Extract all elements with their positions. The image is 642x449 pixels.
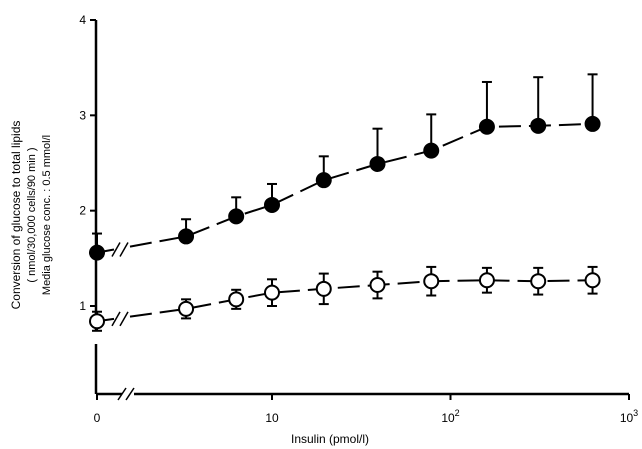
series-2 <box>89 265 601 332</box>
data-point <box>178 228 195 245</box>
axes <box>94 20 629 401</box>
data-point <box>315 280 332 297</box>
series-line <box>129 122 593 248</box>
ticks: 1 2 3 4 0 10 102 103 <box>79 13 638 425</box>
data-point <box>423 273 440 290</box>
data-point <box>89 313 105 330</box>
y-tick-label: 2 <box>79 204 86 218</box>
data-point <box>423 142 440 159</box>
data-point <box>178 300 195 317</box>
series-break-mark <box>111 311 121 327</box>
x-axis-break-mark <box>117 387 127 401</box>
series-1 <box>89 73 601 261</box>
series-break-mark <box>111 242 121 257</box>
x-tick-label: 0 <box>94 411 101 425</box>
y-tick-label: 4 <box>79 13 86 27</box>
y-axis-label-line-3: Media glucose conc. : 0.5 mmol/l <box>41 135 53 295</box>
data-point <box>584 272 601 289</box>
data-point <box>369 277 386 294</box>
x-tick-label: 10 <box>265 411 279 425</box>
data-point <box>530 117 547 134</box>
data-point <box>264 196 280 213</box>
data-point <box>530 273 547 290</box>
x-tick-label: 103 <box>620 408 638 425</box>
series-line <box>129 279 593 318</box>
labels: Insulin (pmol/l) Conversion of glucose t… <box>9 121 369 446</box>
series-break-mark <box>119 311 129 327</box>
data-point <box>228 291 245 308</box>
data-point <box>315 172 332 189</box>
data-point <box>228 208 245 225</box>
data-point <box>89 244 105 261</box>
data-point <box>478 118 495 135</box>
y-tick-label: 3 <box>79 108 86 122</box>
x-axis-break-mark <box>125 387 135 401</box>
y-tick-label: 1 <box>79 299 86 313</box>
y-axis-label-line-1: Conversion of glucose to total lipids <box>9 121 23 310</box>
series <box>89 73 601 332</box>
series-break-mark <box>119 242 129 257</box>
data-point <box>264 284 280 301</box>
data-point <box>478 272 495 289</box>
x-tick-label: 102 <box>441 408 459 425</box>
x-axis-label: Insulin (pmol/l) <box>291 432 369 446</box>
y-axis-label-line-2: ( nmol/30,000 cells/90 min ) <box>26 147 38 282</box>
data-point <box>369 155 386 172</box>
data-point <box>584 115 601 132</box>
